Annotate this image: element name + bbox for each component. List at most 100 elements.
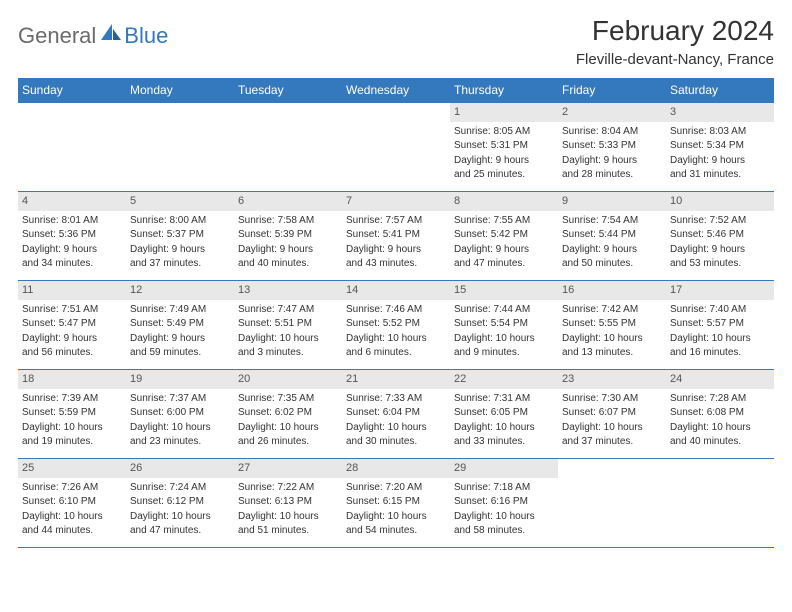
daylight-line-1: Daylight: 9 hours	[562, 154, 662, 168]
daylight-line-2: and 37 minutes.	[562, 435, 662, 449]
sunset-line: Sunset: 6:13 PM	[238, 495, 338, 509]
day-cell: .	[558, 459, 666, 547]
sunset-line: Sunset: 6:04 PM	[346, 406, 446, 420]
daylight-line-2: and 9 minutes.	[454, 346, 554, 360]
day-cell: 18Sunrise: 7:39 AMSunset: 5:59 PMDayligh…	[18, 370, 126, 458]
day-body: Sunrise: 7:30 AMSunset: 6:07 PMDaylight:…	[558, 389, 666, 455]
day-number: 16	[558, 281, 666, 300]
daylight-line-1: Daylight: 9 hours	[130, 332, 230, 346]
day-cell: 10Sunrise: 7:52 AMSunset: 5:46 PMDayligh…	[666, 192, 774, 280]
daylight-line-1: Daylight: 10 hours	[454, 421, 554, 435]
daylight-line-2: and 25 minutes.	[454, 168, 554, 182]
day-body: Sunrise: 7:33 AMSunset: 6:04 PMDaylight:…	[342, 389, 450, 455]
header: General Blue February 2024 Fleville-deva…	[18, 15, 774, 68]
sunset-line: Sunset: 6:05 PM	[454, 406, 554, 420]
sunset-line: Sunset: 5:42 PM	[454, 228, 554, 242]
day-number: 15	[450, 281, 558, 300]
day-body: Sunrise: 7:51 AMSunset: 5:47 PMDaylight:…	[18, 300, 126, 366]
day-cell: .	[126, 103, 234, 191]
day-cell: 7Sunrise: 7:57 AMSunset: 5:41 PMDaylight…	[342, 192, 450, 280]
day-body: Sunrise: 7:26 AMSunset: 6:10 PMDaylight:…	[18, 478, 126, 544]
day-body: Sunrise: 8:03 AMSunset: 5:34 PMDaylight:…	[666, 122, 774, 188]
day-number: 27	[234, 459, 342, 478]
day-body: Sunrise: 7:35 AMSunset: 6:02 PMDaylight:…	[234, 389, 342, 455]
sunset-line: Sunset: 5:34 PM	[670, 139, 770, 153]
day-body: Sunrise: 7:37 AMSunset: 6:00 PMDaylight:…	[126, 389, 234, 455]
daylight-line-2: and 26 minutes.	[238, 435, 338, 449]
day-number: 4	[18, 192, 126, 211]
day-cell: 21Sunrise: 7:33 AMSunset: 6:04 PMDayligh…	[342, 370, 450, 458]
day-number: 21	[342, 370, 450, 389]
day-body: Sunrise: 8:04 AMSunset: 5:33 PMDaylight:…	[558, 122, 666, 188]
day-cell: 17Sunrise: 7:40 AMSunset: 5:57 PMDayligh…	[666, 281, 774, 369]
daylight-line-2: and 16 minutes.	[670, 346, 770, 360]
day-number: 8	[450, 192, 558, 211]
sunset-line: Sunset: 5:47 PM	[22, 317, 122, 331]
daylight-line-1: Daylight: 10 hours	[130, 510, 230, 524]
day-number: 5	[126, 192, 234, 211]
sunrise-line: Sunrise: 7:20 AM	[346, 481, 446, 495]
day-body: Sunrise: 7:39 AMSunset: 5:59 PMDaylight:…	[18, 389, 126, 455]
sunrise-line: Sunrise: 7:46 AM	[346, 303, 446, 317]
daylight-line-1: Daylight: 9 hours	[130, 243, 230, 257]
sunset-line: Sunset: 5:59 PM	[22, 406, 122, 420]
day-cell: 23Sunrise: 7:30 AMSunset: 6:07 PMDayligh…	[558, 370, 666, 458]
sunrise-line: Sunrise: 7:30 AM	[562, 392, 662, 406]
sunset-line: Sunset: 6:12 PM	[130, 495, 230, 509]
sunrise-line: Sunrise: 7:35 AM	[238, 392, 338, 406]
day-cell: 8Sunrise: 7:55 AMSunset: 5:42 PMDaylight…	[450, 192, 558, 280]
day-body: Sunrise: 7:52 AMSunset: 5:46 PMDaylight:…	[666, 211, 774, 277]
daylight-line-2: and 40 minutes.	[670, 435, 770, 449]
day-header: Tuesday	[234, 78, 342, 102]
daylight-line-2: and 56 minutes.	[22, 346, 122, 360]
day-body: Sunrise: 7:18 AMSunset: 6:16 PMDaylight:…	[450, 478, 558, 544]
day-body: Sunrise: 7:22 AMSunset: 6:13 PMDaylight:…	[234, 478, 342, 544]
week-row: ....1Sunrise: 8:05 AMSunset: 5:31 PMDayl…	[18, 103, 774, 192]
daylight-line-2: and 3 minutes.	[238, 346, 338, 360]
daylight-line-1: Daylight: 10 hours	[454, 510, 554, 524]
week-row: 18Sunrise: 7:39 AMSunset: 5:59 PMDayligh…	[18, 370, 774, 459]
daylight-line-1: Daylight: 9 hours	[670, 154, 770, 168]
day-cell: 14Sunrise: 7:46 AMSunset: 5:52 PMDayligh…	[342, 281, 450, 369]
day-body: Sunrise: 7:20 AMSunset: 6:15 PMDaylight:…	[342, 478, 450, 544]
daylight-line-2: and 30 minutes.	[346, 435, 446, 449]
daylight-line-1: Daylight: 10 hours	[22, 510, 122, 524]
calendar: SundayMondayTuesdayWednesdayThursdayFrid…	[18, 78, 774, 548]
daylight-line-2: and 31 minutes.	[670, 168, 770, 182]
day-cell: .	[666, 459, 774, 547]
day-cell: 11Sunrise: 7:51 AMSunset: 5:47 PMDayligh…	[18, 281, 126, 369]
day-cell: 29Sunrise: 7:18 AMSunset: 6:16 PMDayligh…	[450, 459, 558, 547]
day-number: 3	[666, 103, 774, 122]
day-body: Sunrise: 7:46 AMSunset: 5:52 PMDaylight:…	[342, 300, 450, 366]
sunrise-line: Sunrise: 7:37 AM	[130, 392, 230, 406]
daylight-line-1: Daylight: 9 hours	[238, 243, 338, 257]
day-number: 26	[126, 459, 234, 478]
day-number: 14	[342, 281, 450, 300]
sunrise-line: Sunrise: 7:39 AM	[22, 392, 122, 406]
sunrise-line: Sunrise: 7:54 AM	[562, 214, 662, 228]
sunrise-line: Sunrise: 7:42 AM	[562, 303, 662, 317]
sunrise-line: Sunrise: 7:44 AM	[454, 303, 554, 317]
daylight-line-2: and 53 minutes.	[670, 257, 770, 271]
daylight-line-1: Daylight: 9 hours	[22, 243, 122, 257]
day-cell: 16Sunrise: 7:42 AMSunset: 5:55 PMDayligh…	[558, 281, 666, 369]
day-body: Sunrise: 7:57 AMSunset: 5:41 PMDaylight:…	[342, 211, 450, 277]
day-cell: 26Sunrise: 7:24 AMSunset: 6:12 PMDayligh…	[126, 459, 234, 547]
daylight-line-1: Daylight: 10 hours	[238, 421, 338, 435]
day-body: Sunrise: 7:31 AMSunset: 6:05 PMDaylight:…	[450, 389, 558, 455]
daylight-line-1: Daylight: 10 hours	[346, 332, 446, 346]
sunrise-line: Sunrise: 7:58 AM	[238, 214, 338, 228]
day-number: 25	[18, 459, 126, 478]
day-body: Sunrise: 7:55 AMSunset: 5:42 PMDaylight:…	[450, 211, 558, 277]
day-cell: 28Sunrise: 7:20 AMSunset: 6:15 PMDayligh…	[342, 459, 450, 547]
sunset-line: Sunset: 5:51 PM	[238, 317, 338, 331]
day-cell: 9Sunrise: 7:54 AMSunset: 5:44 PMDaylight…	[558, 192, 666, 280]
sunset-line: Sunset: 5:36 PM	[22, 228, 122, 242]
day-number: 18	[18, 370, 126, 389]
day-header: Friday	[558, 78, 666, 102]
sunset-line: Sunset: 5:44 PM	[562, 228, 662, 242]
daylight-line-2: and 44 minutes.	[22, 524, 122, 538]
day-number: 9	[558, 192, 666, 211]
day-cell: 13Sunrise: 7:47 AMSunset: 5:51 PMDayligh…	[234, 281, 342, 369]
daylight-line-1: Daylight: 10 hours	[346, 510, 446, 524]
